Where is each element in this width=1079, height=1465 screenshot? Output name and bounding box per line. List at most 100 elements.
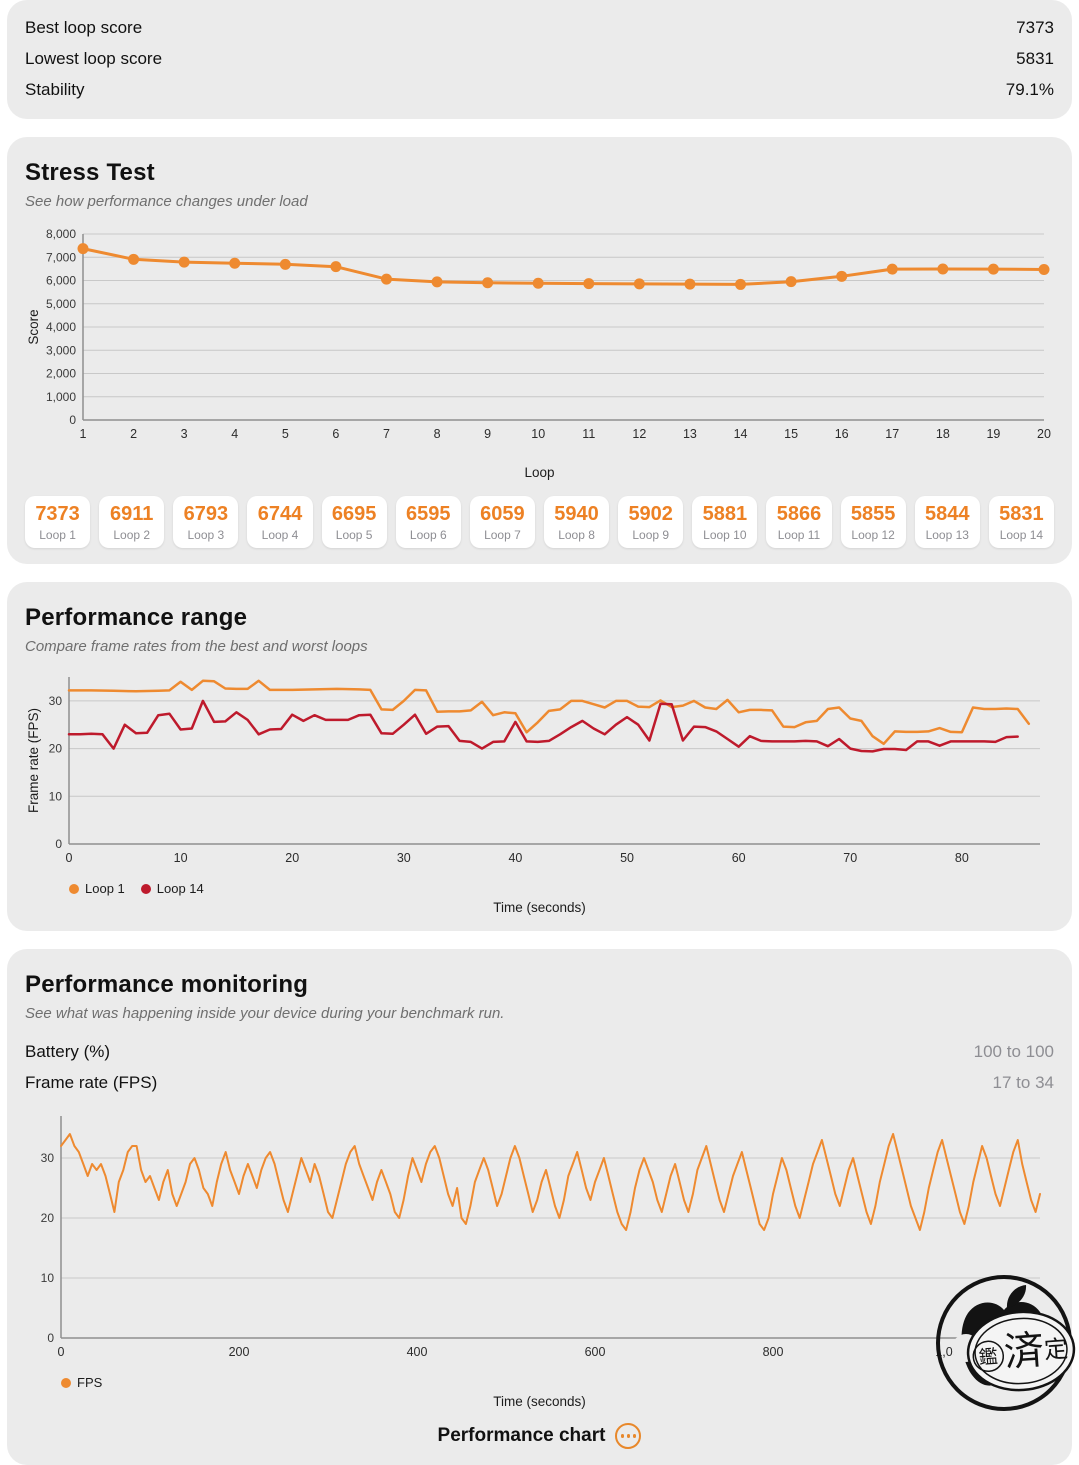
svg-text:2,000: 2,000 xyxy=(46,367,76,381)
summary-row: Stability 79.1% xyxy=(25,74,1054,105)
loop-score-value: 5844 xyxy=(925,503,970,525)
loop-score-label: Loop 7 xyxy=(484,528,521,542)
svg-text:4,000: 4,000 xyxy=(46,320,76,334)
loop-score-label: Loop 4 xyxy=(261,528,299,542)
monitoring-row-label: Battery (%) xyxy=(25,1041,111,1061)
summary-row-label: Stability xyxy=(25,79,85,99)
loop-score-value: 6744 xyxy=(257,503,303,525)
svg-text:20: 20 xyxy=(41,1211,55,1225)
svg-text:20: 20 xyxy=(285,851,299,865)
performance-range-legend: Loop 1 Loop 14 xyxy=(69,881,1054,896)
loop-score-label: Loop 14 xyxy=(999,528,1044,542)
svg-text:20: 20 xyxy=(1037,427,1051,441)
loop-score-value: 6695 xyxy=(331,503,377,525)
loop-score-value: 5902 xyxy=(628,503,673,525)
loop-score-value: 5881 xyxy=(702,503,748,525)
summary-card: Best loop score 7373 Lowest loop score 5… xyxy=(7,0,1072,119)
svg-text:600: 600 xyxy=(585,1345,606,1359)
svg-text:Frame rate (FPS): Frame rate (FPS) xyxy=(26,708,41,813)
loop-score-value: 6595 xyxy=(406,503,451,525)
loop-score-card: 5902 Loop 9 xyxy=(618,496,684,548)
svg-text:5,000: 5,000 xyxy=(46,297,76,311)
svg-text:15: 15 xyxy=(784,427,798,441)
summary-row-value: 79.1% xyxy=(1005,79,1054,99)
legend-label: FPS xyxy=(77,1375,103,1390)
performance-monitoring-xlabel: Time (seconds) xyxy=(493,1394,586,1409)
loop-score-card: 6744 Loop 4 xyxy=(247,496,313,548)
monitoring-row-value: 17 to 34 xyxy=(992,1072,1054,1092)
svg-text:80: 80 xyxy=(955,851,969,865)
loop-score-card: 5855 Loop 12 xyxy=(840,496,906,548)
loop-score-card: 5844 Loop 13 xyxy=(914,496,980,548)
loop-score-label: Loop 6 xyxy=(409,528,447,542)
svg-text:40: 40 xyxy=(508,851,522,865)
svg-text:7: 7 xyxy=(383,427,390,441)
svg-text:2: 2 xyxy=(130,427,137,441)
loop-score-label: Loop 2 xyxy=(113,528,151,542)
loop-score-label: Loop 3 xyxy=(187,528,225,542)
svg-text:18: 18 xyxy=(936,427,950,441)
performance-monitoring-card: Performance monitoring See what was happ… xyxy=(7,949,1072,1465)
summary-row-label: Lowest loop score xyxy=(25,48,163,68)
svg-text:0: 0 xyxy=(55,837,62,851)
stress-test-card: Stress Test See how performance changes … xyxy=(7,137,1072,564)
legend-item: Loop 14 xyxy=(140,881,204,896)
performance-range-title: Performance range xyxy=(25,604,248,631)
loop-score-value: 5831 xyxy=(999,503,1044,525)
loop-score-value: 5866 xyxy=(776,503,822,525)
performance-monitoring-title: Performance monitoring xyxy=(25,971,309,998)
svg-text:3: 3 xyxy=(181,427,188,441)
loop-score-card: 6595 Loop 6 xyxy=(395,496,461,548)
loop-score-card: 6695 Loop 5 xyxy=(321,496,387,548)
legend-dot-icon xyxy=(140,883,151,894)
legend-item: Loop 1 xyxy=(69,881,125,896)
svg-text:Score: Score xyxy=(26,309,41,344)
ellipsis-icon[interactable] xyxy=(615,1423,642,1449)
svg-text:400: 400 xyxy=(407,1345,428,1359)
monitoring-row-label: Frame rate (FPS) xyxy=(25,1072,158,1092)
svg-text:70: 70 xyxy=(843,851,857,865)
loop-score-card: 7373 Loop 1 xyxy=(25,496,91,548)
loop-score-value: 5940 xyxy=(554,503,599,525)
performance-range-card: Performance range Compare frame rates fr… xyxy=(7,582,1072,931)
loop-score-label: Loop 11 xyxy=(777,528,821,542)
summary-row-value: 7373 xyxy=(1016,17,1054,37)
svg-text:1: 1 xyxy=(80,427,87,441)
svg-text:60: 60 xyxy=(732,851,746,865)
svg-text:0: 0 xyxy=(58,1345,65,1359)
legend-label: Loop 14 xyxy=(156,881,204,896)
loop-score-label: Loop 13 xyxy=(925,528,969,542)
svg-text:800: 800 xyxy=(763,1345,784,1359)
loop-score-value: 6911 xyxy=(110,503,154,525)
loop-score-card: 5881 Loop 10 xyxy=(692,496,758,548)
loop-score-value: 6793 xyxy=(183,503,229,525)
legend-dot-icon xyxy=(69,883,79,894)
performance-monitoring-chart: 0 10 20 30 0 200 400 600 800 1,000 xyxy=(41,1116,1041,1359)
svg-text:0: 0 xyxy=(66,851,73,865)
svg-text:11: 11 xyxy=(582,427,595,441)
svg-text:9: 9 xyxy=(484,427,491,441)
svg-text:50: 50 xyxy=(620,851,634,865)
summary-row: Best loop score 7373 xyxy=(25,12,1054,43)
performance-monitoring-legend: FPS xyxy=(61,1375,1054,1390)
loop-score-label: Loop 9 xyxy=(632,528,670,542)
svg-text:200: 200 xyxy=(229,1345,250,1359)
svg-text:1,000: 1,000 xyxy=(46,390,76,404)
monitoring-row-value: 100 to 100 xyxy=(973,1041,1054,1061)
svg-text:30: 30 xyxy=(41,1151,55,1165)
svg-text:0: 0 xyxy=(69,413,76,427)
stress-test-title: Stress Test xyxy=(25,159,155,186)
svg-text:7,000: 7,000 xyxy=(46,250,76,264)
loop-score-card: 5866 Loop 11 xyxy=(766,496,832,548)
svg-text:8,000: 8,000 xyxy=(46,227,76,241)
stress-test-chart: 0 1,000 2,000 3,000 4,000 5,000 6,000 7,000 8,00… xyxy=(26,227,1051,441)
svg-text:19: 19 xyxy=(986,427,1000,441)
performance-chart-footer: Performance chart xyxy=(25,1423,1054,1449)
loop-scores-strip: 7373 Loop 1 6911 Loop 2 6793 Loop 3 6744 Loop 4… xyxy=(25,496,1054,548)
svg-text:3,000: 3,000 xyxy=(46,343,76,357)
svg-text:30: 30 xyxy=(49,694,63,708)
svg-text:10: 10 xyxy=(531,427,545,441)
svg-text:14: 14 xyxy=(734,427,748,441)
legend-item: FPS xyxy=(61,1375,102,1390)
loop-score-label: Loop 12 xyxy=(851,528,895,542)
